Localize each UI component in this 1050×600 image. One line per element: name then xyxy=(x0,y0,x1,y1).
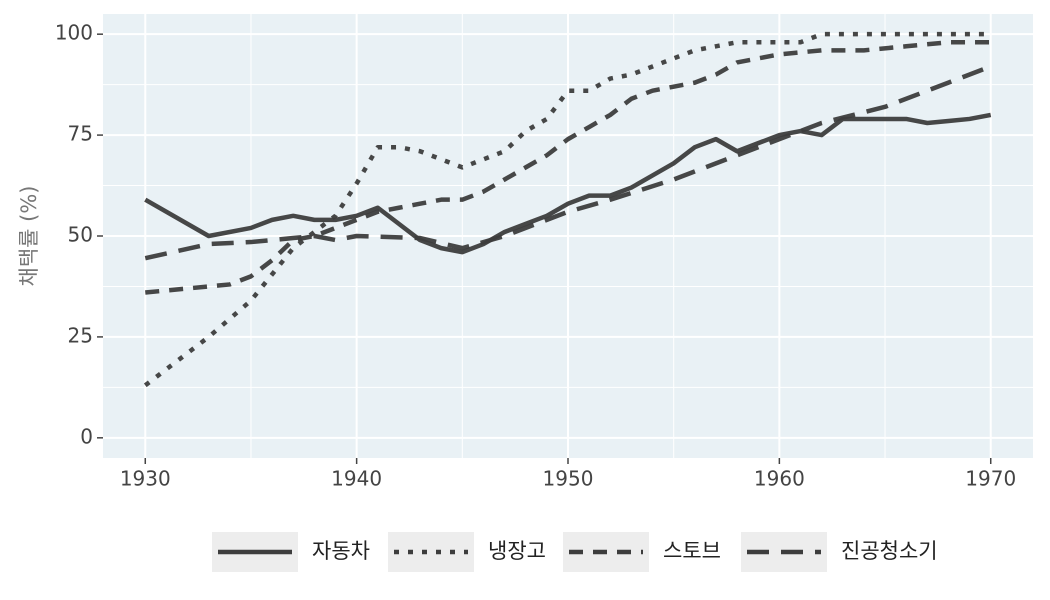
y-tick-label: 0 xyxy=(80,424,93,448)
legend-label: 자동차 xyxy=(312,539,370,563)
legend-key xyxy=(388,532,474,572)
legend-label: 진공청소기 xyxy=(841,539,938,563)
legend-label: 스토브 xyxy=(663,539,721,563)
x-tick-label: 1970 xyxy=(965,467,1016,491)
y-tick-label: 25 xyxy=(68,323,93,347)
legend-label: 냉장고 xyxy=(488,539,546,563)
y-tick-label: 75 xyxy=(68,122,93,146)
x-tick-label: 1950 xyxy=(543,467,594,491)
series-line xyxy=(143,31,991,388)
series-line xyxy=(145,40,991,295)
x-tick-label: 1930 xyxy=(120,467,171,491)
x-tick-label: 1940 xyxy=(331,467,382,491)
y-tick-label: 50 xyxy=(68,223,93,247)
y-axis-label: 채택률 (%) xyxy=(17,186,41,287)
series-line xyxy=(144,64,992,261)
series-line xyxy=(144,112,992,255)
x-tick-label: 1960 xyxy=(754,467,805,491)
y-tick-label: 100 xyxy=(55,21,93,45)
